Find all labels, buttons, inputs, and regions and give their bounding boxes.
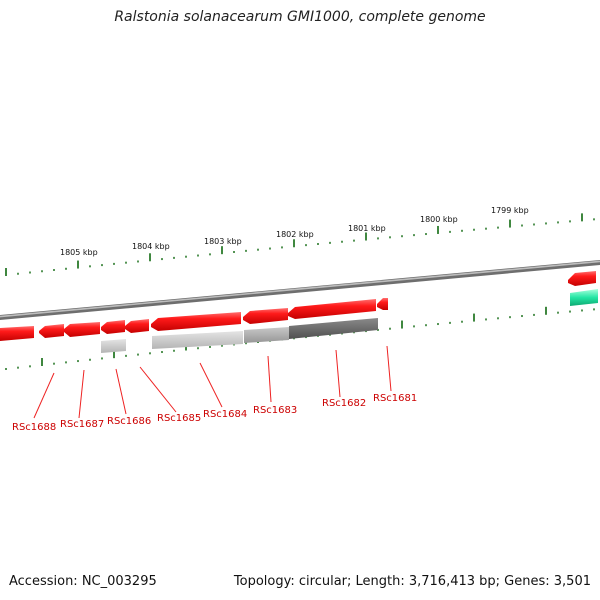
gene-arrow[interactable] [568, 271, 596, 286]
gene-arrow[interactable] [125, 319, 149, 333]
page-title: Ralstonia solanacearum GMI1000, complete… [114, 9, 486, 25]
similarity-bar [152, 331, 243, 349]
genome-summary-text: Topology: circular; Length: 3,716,413 bp… [233, 574, 591, 589]
ruler-label-1800: 1800 kbp [420, 215, 458, 224]
ruler-label-1802: 1802 kbp [276, 230, 314, 239]
gene-label-rsc1683[interactable]: RSc1683 [253, 405, 297, 416]
ruler-label-1805: 1805 kbp [60, 248, 98, 257]
gene-label-rsc1685[interactable]: RSc1685 [157, 413, 201, 424]
ruler-label-1801: 1801 kbp [348, 224, 386, 233]
gene-arrow[interactable] [39, 324, 64, 338]
ruler-label-1799: 1799 kbp [491, 206, 529, 215]
chromosome-backbone [0, 259, 600, 321]
gene-label-rsc1684[interactable]: RSc1684 [203, 409, 247, 420]
gene-labels: RSc1688 RSc1687 RSc1686 RSc1685 RSc1684 … [12, 393, 417, 433]
gene-label-rsc1687[interactable]: RSc1687 [60, 419, 104, 430]
gene-arrows [0, 271, 596, 341]
similarity-bar [244, 327, 289, 343]
gene-arrow[interactable] [0, 326, 34, 341]
similarity-bar [289, 318, 378, 339]
gene-arrow[interactable] [377, 298, 388, 310]
teal-feature-block[interactable] [570, 289, 598, 306]
gene-label-rsc1682[interactable]: RSc1682 [322, 398, 366, 409]
gene-label-rsc1686[interactable]: RSc1686 [107, 416, 151, 427]
ruler-labels: 1805 kbp 1804 kbp 1803 kbp 1802 kbp 1801… [60, 206, 529, 257]
ruler-label-1803: 1803 kbp [204, 237, 242, 246]
similarity-bar [101, 339, 126, 353]
accession-text: Accession: NC_003295 [9, 574, 157, 589]
gene-label-rsc1688[interactable]: RSc1688 [12, 422, 56, 433]
gene-arrow[interactable] [64, 322, 100, 337]
gene-arrow[interactable] [151, 312, 241, 331]
gene-label-rsc1681[interactable]: RSc1681 [373, 393, 417, 404]
gene-arrow[interactable] [288, 299, 376, 319]
gene-leader-lines [33, 345, 392, 419]
ruler-label-1804: 1804 kbp [132, 242, 170, 251]
gene-arrow[interactable] [243, 308, 288, 324]
upper-ruler-ticks [5, 213, 595, 276]
similarity-bars [101, 318, 378, 353]
gene-arrow[interactable] [101, 320, 125, 334]
